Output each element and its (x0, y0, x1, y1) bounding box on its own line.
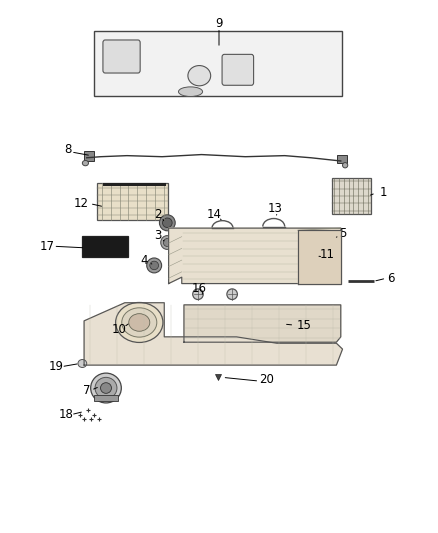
Ellipse shape (147, 258, 162, 273)
Text: 14: 14 (206, 208, 221, 221)
Text: 17: 17 (40, 240, 55, 253)
Text: 2: 2 (154, 208, 162, 221)
Ellipse shape (162, 218, 172, 228)
Ellipse shape (95, 377, 117, 399)
Ellipse shape (336, 235, 340, 239)
Text: 9: 9 (215, 18, 223, 30)
Bar (97, 183, 168, 220)
Text: 13: 13 (268, 203, 283, 215)
Ellipse shape (122, 308, 157, 337)
Ellipse shape (161, 236, 174, 249)
Ellipse shape (179, 87, 202, 96)
Ellipse shape (78, 359, 87, 368)
Text: 16: 16 (192, 282, 207, 295)
Text: 15: 15 (297, 319, 312, 332)
Ellipse shape (116, 302, 163, 343)
Bar (337, 155, 347, 163)
Polygon shape (184, 305, 341, 342)
Ellipse shape (129, 313, 150, 331)
Text: 19: 19 (49, 360, 64, 373)
Ellipse shape (82, 160, 88, 166)
Ellipse shape (227, 289, 237, 300)
Ellipse shape (188, 66, 211, 86)
Ellipse shape (91, 373, 121, 403)
Text: 1: 1 (379, 187, 387, 199)
Text: 12: 12 (74, 197, 88, 210)
Ellipse shape (343, 163, 348, 168)
Text: 7: 7 (83, 384, 91, 397)
Ellipse shape (150, 261, 159, 270)
Text: 20: 20 (259, 373, 274, 386)
Ellipse shape (159, 215, 175, 231)
Text: 18: 18 (59, 408, 74, 421)
Text: 3: 3 (154, 229, 161, 242)
Ellipse shape (193, 289, 203, 300)
Bar (332, 178, 371, 214)
Text: 6: 6 (387, 272, 395, 285)
FancyBboxPatch shape (103, 40, 140, 73)
Bar (82, 236, 128, 257)
Polygon shape (298, 230, 341, 284)
FancyBboxPatch shape (222, 54, 254, 85)
Text: 11: 11 (320, 248, 335, 261)
Polygon shape (169, 228, 341, 284)
Text: 4: 4 (141, 254, 148, 266)
Ellipse shape (100, 383, 111, 393)
Bar (94, 395, 118, 401)
Text: 10: 10 (112, 323, 127, 336)
Text: 5: 5 (339, 227, 346, 240)
Bar (84, 151, 94, 161)
Ellipse shape (163, 239, 171, 247)
Bar (94, 31, 342, 96)
Polygon shape (84, 303, 343, 365)
Text: 8: 8 (64, 143, 71, 156)
